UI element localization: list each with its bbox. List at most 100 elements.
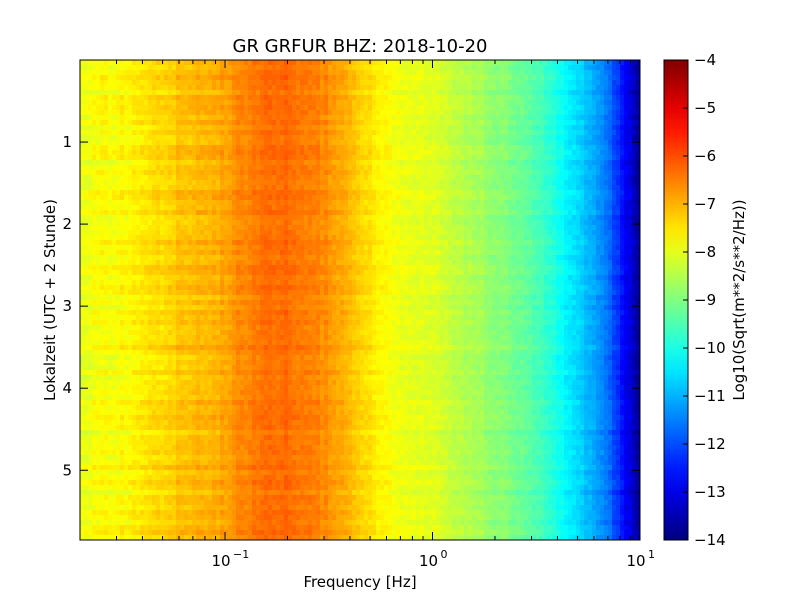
heatmap-cell [252, 145, 257, 151]
heatmap-cell [212, 390, 217, 396]
heatmap-cell [132, 470, 137, 476]
heatmap-cell [80, 420, 85, 426]
heatmap-cell [252, 355, 257, 361]
heatmap-cell [244, 85, 249, 91]
heatmap-cell [156, 175, 161, 181]
heatmap-cell [84, 300, 89, 306]
heatmap-cell [108, 145, 113, 151]
heatmap-cell [208, 520, 213, 526]
heatmap-cell [140, 460, 145, 466]
heatmap-cell [200, 90, 205, 96]
heatmap-cell [204, 435, 209, 441]
heatmap-cell [112, 125, 117, 131]
heatmap-cell [244, 95, 249, 101]
heatmap-cell [168, 325, 173, 331]
heatmap-cell [156, 515, 161, 521]
heatmap-cell [128, 400, 133, 406]
heatmap-cell [228, 440, 233, 446]
heatmap-cell [92, 465, 97, 471]
heatmap-cell [204, 510, 209, 516]
heatmap-cell [272, 125, 277, 131]
heatmap-cell [84, 380, 89, 386]
heatmap-cell [252, 260, 257, 266]
heatmap-cell [176, 455, 181, 461]
heatmap-cell [92, 110, 97, 116]
heatmap-cell [232, 200, 237, 206]
heatmap-cell [284, 530, 289, 536]
heatmap-cell [216, 435, 221, 441]
heatmap-cell [188, 395, 193, 401]
heatmap-cell [224, 325, 229, 331]
heatmap-cell [204, 220, 209, 226]
heatmap-cell [184, 400, 189, 406]
heatmap-cell [188, 280, 193, 286]
heatmap-cell [144, 150, 149, 156]
heatmap-cell [192, 410, 197, 416]
heatmap-cell [180, 355, 185, 361]
heatmap-cell [260, 340, 265, 346]
heatmap-cell [248, 375, 253, 381]
heatmap-cell [284, 390, 289, 396]
heatmap-cell [268, 160, 273, 166]
heatmap-cell [260, 320, 265, 326]
heatmap-cell [100, 115, 105, 121]
heatmap-cell [284, 450, 289, 456]
heatmap-cell [152, 260, 157, 266]
heatmap-cell [208, 105, 213, 111]
heatmap-cell [112, 230, 117, 236]
heatmap-cell [252, 85, 257, 91]
heatmap-cell [196, 275, 201, 281]
heatmap-cell [100, 100, 105, 106]
heatmap-cell [236, 140, 241, 146]
heatmap-cell [264, 475, 269, 481]
heatmap-cell [164, 470, 169, 476]
heatmap-cell [156, 130, 161, 136]
heatmap-cell [216, 360, 221, 366]
heatmap-cell [184, 220, 189, 226]
heatmap-cell [108, 175, 113, 181]
heatmap-cell [232, 110, 237, 116]
heatmap-cell [156, 400, 161, 406]
heatmap-cell [128, 70, 133, 76]
heatmap-cell [120, 60, 125, 66]
heatmap-cell [212, 275, 217, 281]
heatmap-cell [268, 315, 273, 321]
heatmap-cell [228, 205, 233, 211]
heatmap-cell [164, 355, 169, 361]
heatmap-cell [220, 290, 225, 296]
heatmap-cell [240, 485, 245, 491]
heatmap-cell [260, 335, 265, 341]
heatmap-cell [260, 535, 265, 540]
heatmap-cell [196, 60, 201, 66]
heatmap-cell [268, 120, 273, 126]
heatmap-cell [200, 265, 205, 271]
heatmap-cell [252, 385, 257, 391]
heatmap-cell [208, 320, 213, 326]
heatmap-cell [276, 345, 281, 351]
heatmap-cell [284, 405, 289, 411]
heatmap-cell [164, 150, 169, 156]
heatmap-cell [136, 200, 141, 206]
heatmap-cell [188, 320, 193, 326]
heatmap-cell [204, 425, 209, 431]
heatmap-cell [276, 500, 281, 506]
heatmap-cell [172, 240, 177, 246]
heatmap-cell [248, 220, 253, 226]
heatmap-cell [232, 225, 237, 231]
heatmap-cell [80, 355, 85, 361]
heatmap-cell [152, 270, 157, 276]
heatmap-cell [96, 215, 101, 221]
heatmap-cell [120, 165, 125, 171]
heatmap-cell [248, 365, 253, 371]
heatmap-cell [136, 325, 141, 331]
heatmap-cell [188, 510, 193, 516]
heatmap-cell [152, 395, 157, 401]
heatmap-cell [156, 455, 161, 461]
heatmap-cell [188, 285, 193, 291]
heatmap-cell [240, 235, 245, 241]
heatmap-cell [108, 510, 113, 516]
heatmap-cell [160, 345, 165, 351]
heatmap-cell [224, 480, 229, 486]
heatmap-cell [280, 455, 285, 461]
heatmap-cell [152, 315, 157, 321]
